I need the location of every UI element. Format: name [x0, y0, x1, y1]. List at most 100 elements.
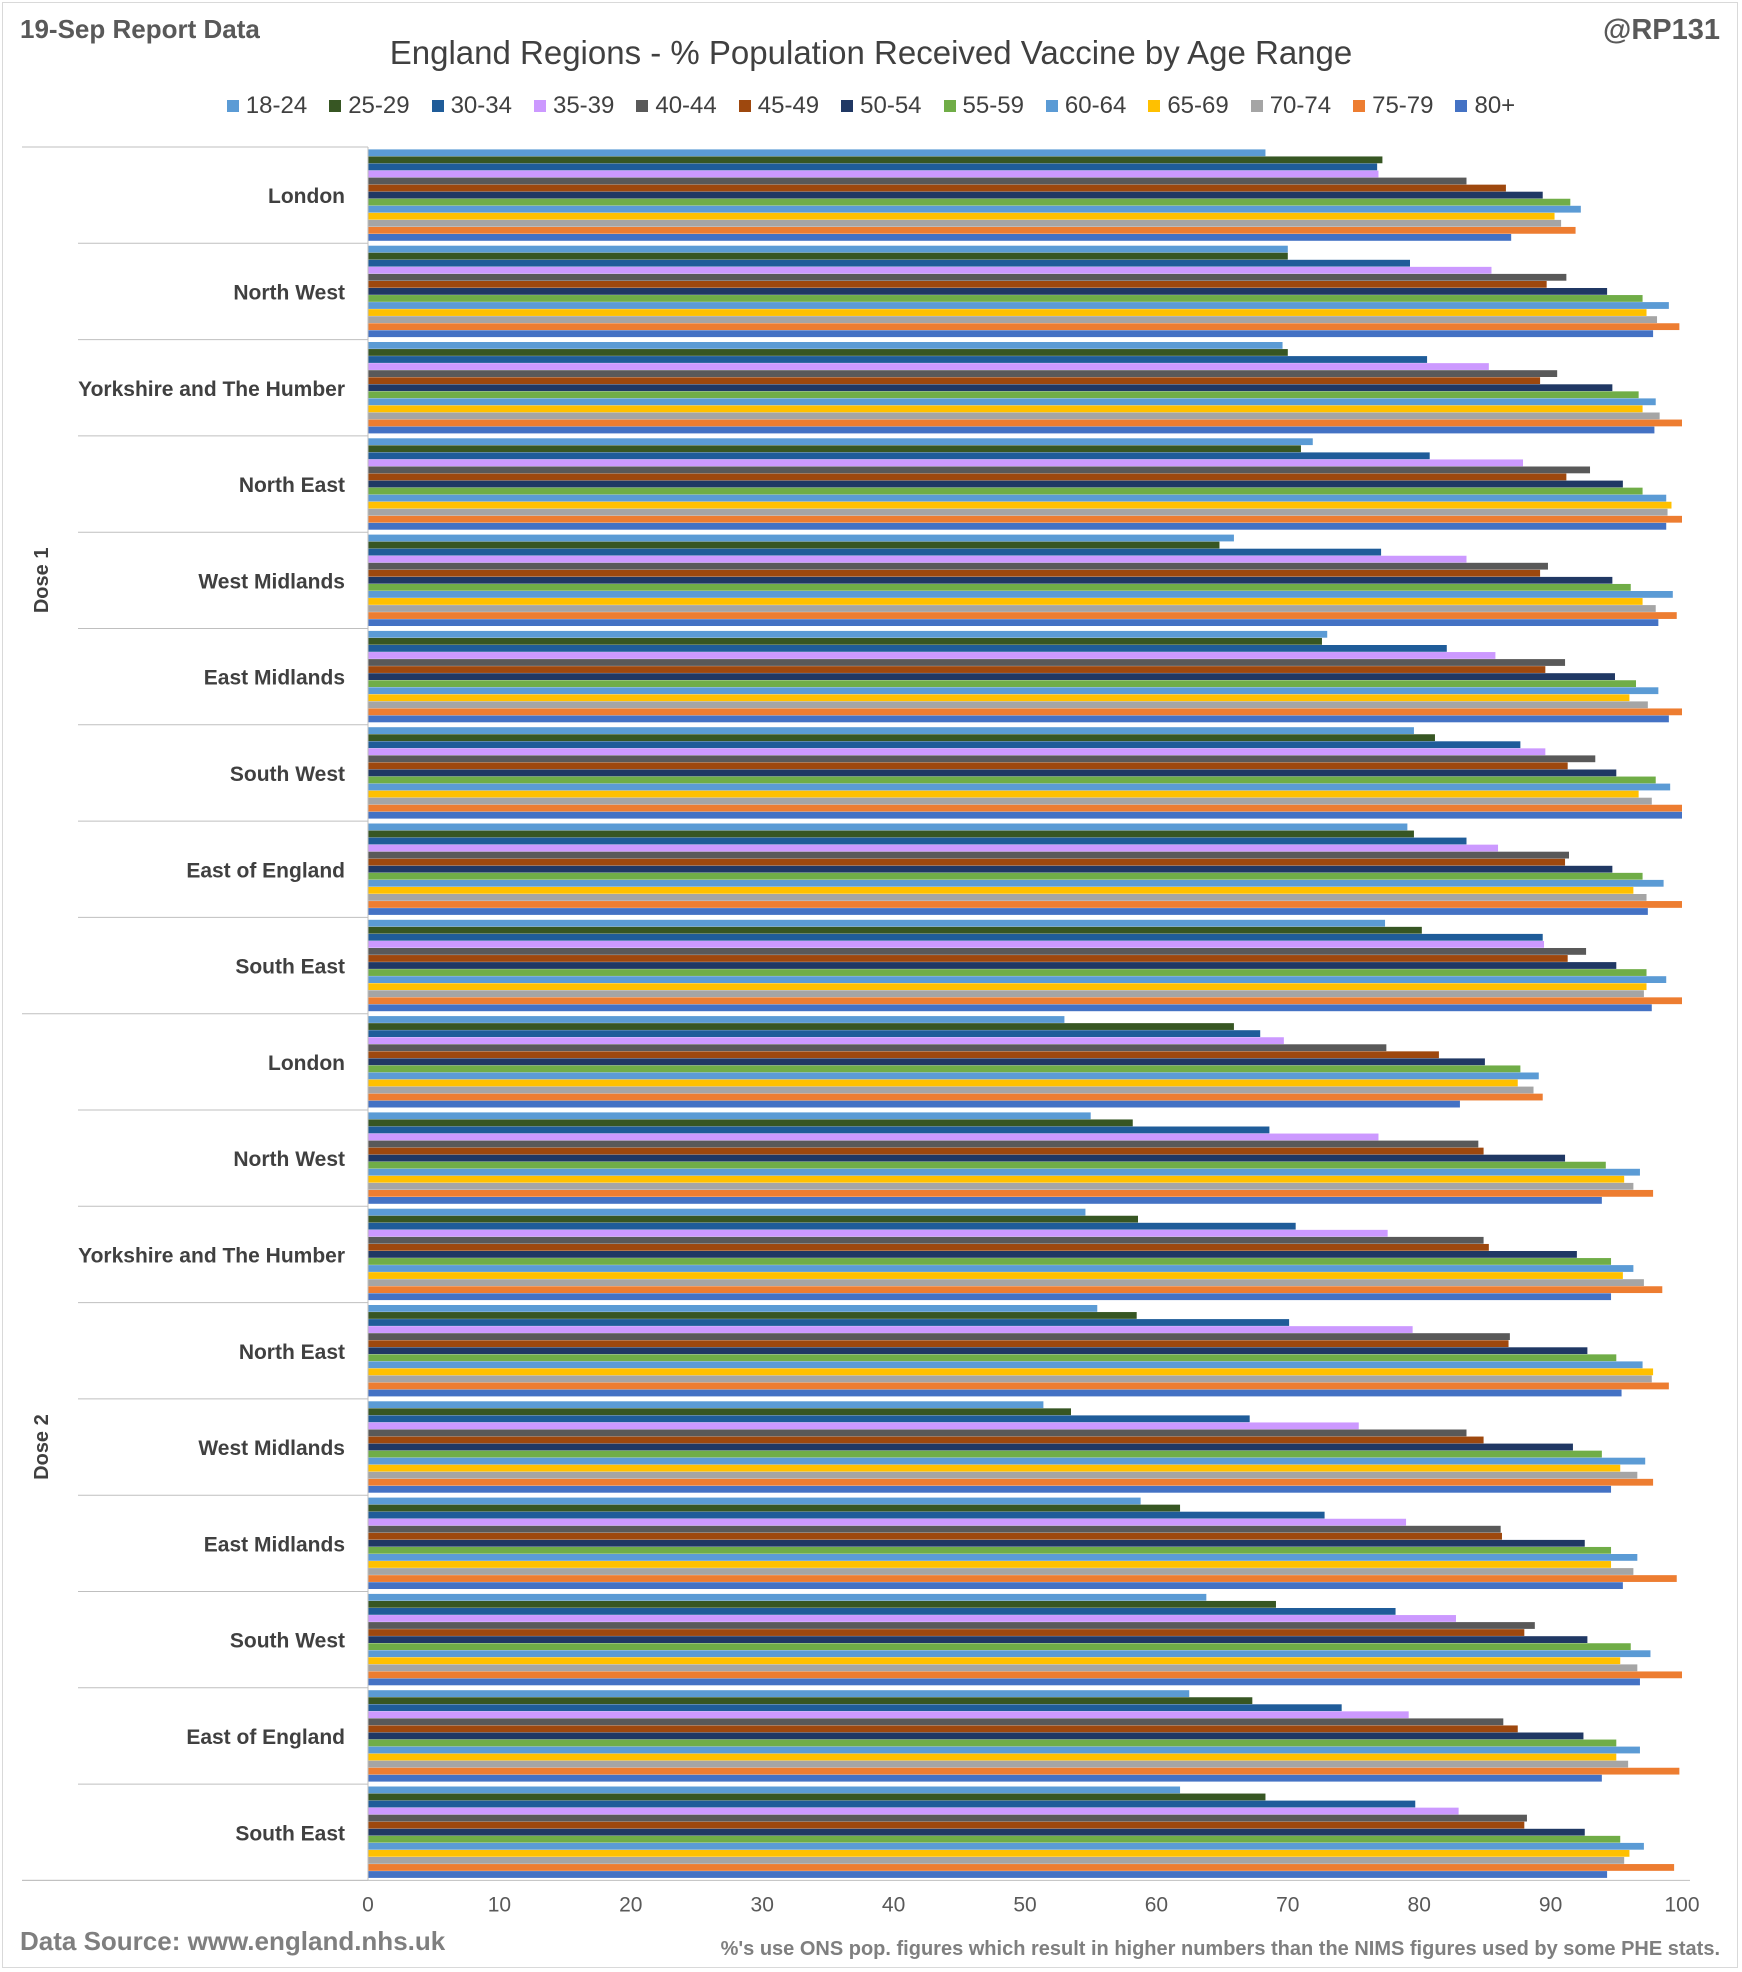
- bar-dose2-east-of-england-40-44: [368, 1718, 1504, 1726]
- bar-dose2-north-east-25-29: [368, 1312, 1137, 1319]
- bar-dose1-east-of-england-55-59: [368, 872, 1643, 880]
- bar-dose1-yorkshire-and-the-humber-30-34: [368, 356, 1428, 363]
- bar-dose1-south-east-18-24: [368, 919, 1386, 927]
- bar-dose1-north-west-35-39: [368, 266, 1492, 274]
- bar-dose1-london-35-39: [368, 170, 1379, 178]
- bar-dose2-east-midlands-80: [368, 1582, 1623, 1589]
- bar-dose2-north-east-45-49: [368, 1340, 1509, 1348]
- bar-dose2-south-west-55-59: [368, 1643, 1631, 1651]
- bar-dose2-yorkshire-and-the-humber-25-29: [368, 1215, 1138, 1223]
- bar-dose1-london-25-29: [368, 156, 1383, 164]
- bar-dose1-east-of-england-80: [368, 908, 1648, 915]
- bar-dose1-east-midlands-55-59: [368, 680, 1637, 688]
- bar-dose1-west-midlands-25-29: [368, 541, 1220, 549]
- bar-dose2-east-midlands-45-49: [368, 1532, 1502, 1540]
- bar-dose2-east-midlands-55-59: [368, 1546, 1612, 1554]
- bar-dose2-west-midlands-50-54: [368, 1443, 1573, 1451]
- x-tick-label: 50: [1013, 1893, 1036, 1916]
- legend-swatch: [431, 100, 444, 112]
- legend-label: 55-59: [962, 92, 1024, 119]
- bar-dose2-east-of-england-25-29: [368, 1697, 1253, 1705]
- bar-dose1-south-west-75-79: [368, 804, 1682, 812]
- bar-dose1-south-east-30-34: [368, 933, 1543, 941]
- bar-dose2-north-west-18-24: [368, 1112, 1091, 1120]
- bar-dose2-east-midlands-60-64: [368, 1554, 1638, 1561]
- legend-item-45-49: 45-49: [738, 92, 819, 120]
- bar-dose1-south-west-18-24: [368, 727, 1414, 734]
- bar-dose2-yorkshire-and-the-humber-55-59: [368, 1258, 1612, 1265]
- bar-dose2-south-west-65-69: [368, 1657, 1621, 1665]
- legend-swatch: [1455, 100, 1468, 112]
- category-label: London: [268, 1052, 345, 1075]
- bar-dose1-south-west-70-74: [368, 797, 1652, 805]
- bar-dose1-yorkshire-and-the-humber-70-74: [368, 412, 1660, 420]
- bar-dose1-london-75-79: [368, 226, 1576, 234]
- bar-dose2-west-midlands-55-59: [368, 1450, 1602, 1458]
- bar-dose2-west-midlands-70-74: [368, 1471, 1638, 1479]
- legend-swatch: [636, 100, 649, 112]
- x-tick-label: 80: [1408, 1893, 1431, 1916]
- legend-item-18-24: 18-24: [226, 92, 308, 120]
- bar-dose1-north-west-18-24: [368, 245, 1288, 253]
- bar-dose2-east-of-england-75-79: [368, 1767, 1680, 1775]
- bar-dose1-london-65-69: [368, 212, 1555, 220]
- bar-dose1-north-west-30-34: [368, 259, 1410, 267]
- legend-label: 80+: [1474, 92, 1516, 119]
- legend-label: 70-74: [1269, 92, 1332, 119]
- footnote: %'s use ONS pop. figures which result in…: [720, 1938, 1720, 1960]
- bar-dose2-north-east-70-74: [368, 1375, 1652, 1383]
- bar-dose2-london-30-34: [368, 1030, 1261, 1037]
- bar-dose1-east-of-england-50-54: [368, 865, 1613, 873]
- legend-label: 18-24: [245, 92, 308, 119]
- bar-dose2-south-east-25-29: [368, 1793, 1266, 1801]
- bar-dose1-west-midlands-70-74: [368, 605, 1656, 612]
- bar-dose2-north-west-65-69: [368, 1175, 1625, 1183]
- category-label: East Midlands: [204, 1533, 345, 1556]
- bar-dose1-east-midlands-70-74: [368, 701, 1648, 709]
- bar-dose2-south-west-50-54: [368, 1636, 1588, 1643]
- bar-dose1-east-of-england-25-29: [368, 830, 1414, 838]
- bar-dose2-north-east-55-59: [368, 1354, 1617, 1362]
- bar-dose1-yorkshire-and-the-humber-18-24: [368, 342, 1283, 349]
- legend-label: 75-79: [1372, 92, 1434, 119]
- bar-dose2-north-east-75-79: [368, 1382, 1669, 1390]
- bar-dose2-west-midlands-65-69: [368, 1464, 1621, 1472]
- bar-dose1-west-midlands-80: [368, 619, 1659, 626]
- bar-dose2-north-east-80: [368, 1389, 1622, 1397]
- legend-label: 65-69: [1167, 92, 1229, 119]
- bar-dose1-north-west-80: [368, 330, 1654, 338]
- bar-dose2-yorkshire-and-the-humber-18-24: [368, 1208, 1086, 1216]
- bar-dose2-south-east-70-74: [368, 1857, 1625, 1864]
- bar-dose2-north-west-75-79: [368, 1189, 1654, 1197]
- bar-dose1-west-midlands-60-64: [368, 591, 1673, 598]
- bar-dose2-south-east-50-54: [368, 1828, 1585, 1836]
- bar-dose2-south-west-25-29: [368, 1600, 1276, 1608]
- bar-dose2-north-east-18-24: [368, 1305, 1098, 1312]
- x-tick-label: 60: [1145, 1893, 1168, 1916]
- bar-dose2-west-midlands-60-64: [368, 1457, 1646, 1465]
- bar-dose1-north-west-50-54: [368, 288, 1608, 295]
- bar-dose1-north-east-75-79: [368, 515, 1682, 523]
- bar-dose2-north-east-60-64: [368, 1361, 1643, 1369]
- category-label: North West: [233, 281, 345, 304]
- bar-dose2-west-midlands-25-29: [368, 1408, 1071, 1416]
- bar-dose2-north-west-30-34: [368, 1126, 1270, 1134]
- category-label: East of England: [186, 1726, 345, 1749]
- bar-dose1-east-midlands-45-49: [368, 666, 1546, 673]
- bar-dose2-south-west-35-39: [368, 1615, 1456, 1622]
- bar-dose2-east-of-england-50-54: [368, 1732, 1584, 1740]
- bar-dose1-north-east-30-34: [368, 452, 1430, 460]
- legend-swatch: [943, 100, 956, 112]
- bar-dose1-north-west-60-64: [368, 302, 1669, 309]
- bar-dose2-north-west-55-59: [368, 1161, 1606, 1169]
- legend-swatch: [1250, 100, 1263, 112]
- bar-dose1-north-west-65-69: [368, 309, 1647, 316]
- bar-dose2-east-midlands-70-74: [368, 1568, 1634, 1575]
- bar-dose1-east-midlands-65-69: [368, 694, 1630, 702]
- bar-dose2-south-west-80: [368, 1678, 1640, 1686]
- bar-dose2-south-west-40-44: [368, 1622, 1535, 1629]
- bar-dose1-north-east-60-64: [368, 494, 1667, 502]
- legend-label: 60-64: [1064, 92, 1127, 119]
- x-tick-label: 30: [751, 1893, 774, 1916]
